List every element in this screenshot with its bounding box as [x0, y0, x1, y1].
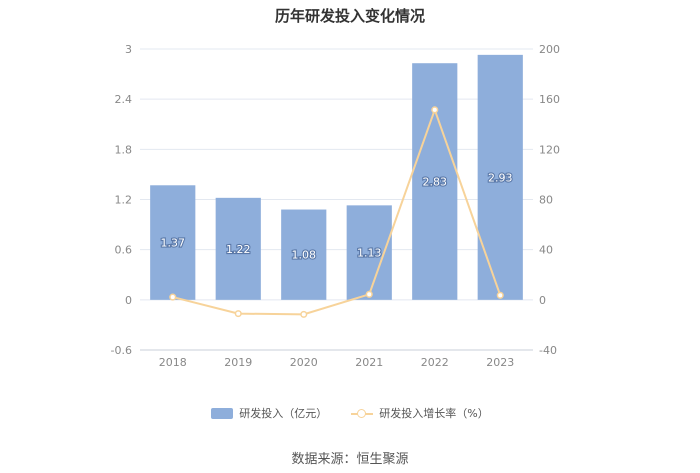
y-left-tick-label: 3 — [125, 43, 132, 56]
bar-data-label: 1.13 — [357, 247, 382, 260]
growth-rate-point — [234, 310, 242, 318]
line-layer — [169, 106, 504, 318]
chart-title: 历年研发投入变化情况 — [274, 7, 425, 25]
axis-layer: -0.6 -40 0 0 0.6 40 1.2 80 1.8 120 2.4 160 3 200 2018 2… — [111, 43, 560, 369]
x-tick-label: 2020 — [290, 356, 318, 369]
bar — [150, 185, 196, 300]
y-right-tick-label: -40 — [539, 344, 557, 357]
legend-bar-label: 研发投入（亿元） — [239, 407, 328, 420]
bar-data-label: 1.22 — [226, 243, 251, 256]
bar — [281, 209, 327, 300]
legend-item-line[interactable]: 研发投入增长率（%） — [351, 405, 489, 421]
data-source: 数据来源：恒生聚源 — [291, 452, 409, 467]
y-left-tick-label: 2.4 — [115, 93, 133, 106]
y-left-tick-label: 0 — [125, 294, 132, 307]
x-tick-label: 2018 — [159, 356, 187, 369]
growth-rate-point — [496, 291, 504, 299]
bar-layer: 1.37 1.22 1.08 1.13 2.83 2.93 — [150, 54, 523, 300]
growth-rate-point — [169, 293, 177, 301]
y-right-tick-label: 0 — [539, 294, 546, 307]
bar-data-label: 1.08 — [292, 249, 317, 262]
bar-data-label: 2.93 — [488, 171, 513, 184]
y-right-tick-label: 200 — [539, 43, 560, 56]
growth-rate-point — [365, 290, 373, 298]
legend-bar-swatch — [211, 407, 234, 419]
y-left-tick-label: 1.2 — [115, 194, 133, 207]
bar-data-label: 1.37 — [161, 237, 186, 250]
bar — [412, 63, 458, 300]
growth-rate-line — [172, 106, 502, 316]
y-left-tick-label: 0.6 — [115, 244, 133, 257]
bar-data-label: 2.83 — [423, 176, 448, 189]
x-tick-label: 2022 — [421, 356, 449, 369]
legend-line-swatch — [351, 408, 374, 419]
y-right-tick-label: 160 — [539, 93, 560, 106]
legend: 研发投入（亿元） 研发投入增长率（%） — [0, 405, 700, 421]
bar — [215, 197, 261, 300]
y-right-tick-label: 80 — [539, 194, 553, 207]
x-tick-label: 2021 — [355, 356, 383, 369]
y-right-tick-label: 40 — [539, 244, 553, 257]
x-tick-label: 2023 — [486, 356, 514, 369]
y-left-tick-label: 1.8 — [115, 143, 133, 156]
x-tick-label: 2019 — [224, 356, 252, 369]
legend-item-bar[interactable]: 研发投入（亿元） — [211, 405, 327, 421]
bar — [477, 54, 523, 300]
growth-rate-point — [300, 310, 308, 318]
growth-rate-point — [431, 106, 439, 114]
legend-line-label: 研发投入增长率（%） — [379, 407, 489, 420]
y-left-tick-label: -0.6 — [111, 344, 132, 357]
y-right-tick-label: 120 — [539, 143, 560, 156]
